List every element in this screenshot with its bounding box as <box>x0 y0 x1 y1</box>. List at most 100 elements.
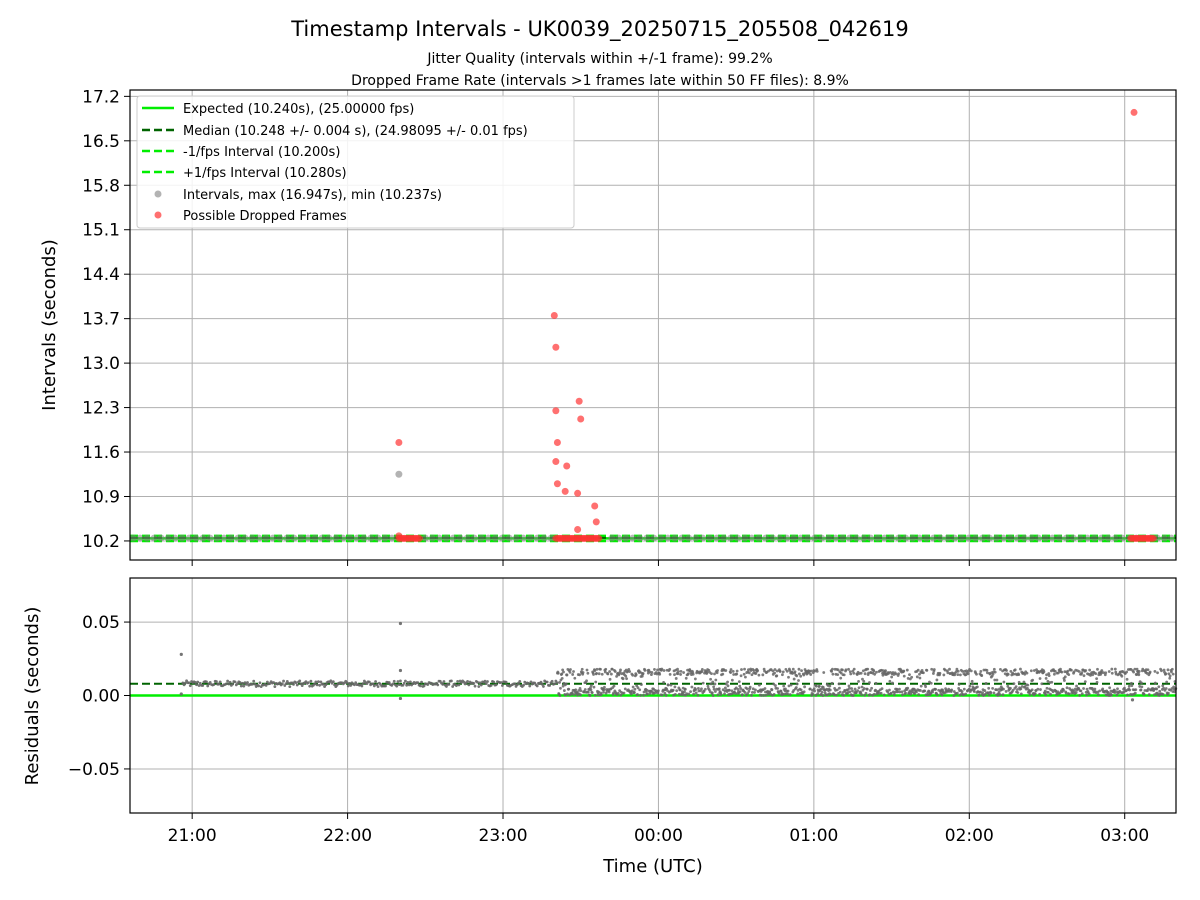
residual-point <box>794 686 798 689</box>
interval-point <box>470 534 478 542</box>
residual-point <box>901 693 904 697</box>
residual-point <box>1006 672 1010 676</box>
residual-point <box>1011 688 1015 692</box>
residual-point <box>998 693 1002 696</box>
residual-point <box>676 667 679 671</box>
residual-point <box>694 691 698 695</box>
residual-point <box>539 680 543 684</box>
interval-point <box>713 534 721 542</box>
legend-intervals-marker <box>154 190 162 198</box>
legend-dropped-marker <box>154 211 162 219</box>
residual-point <box>760 693 763 697</box>
residual-point <box>1082 687 1085 690</box>
residual-point <box>786 692 790 696</box>
interval-point <box>143 534 151 542</box>
residual-point <box>671 688 675 692</box>
residual-point <box>561 684 565 688</box>
residual-point <box>518 679 522 683</box>
residual-point <box>836 668 840 672</box>
residual-point <box>1106 691 1110 695</box>
residual-point <box>752 669 756 672</box>
interval-point <box>1160 534 1168 542</box>
chart-title: Timestamp Intervals - UK0039_20250715_20… <box>290 17 909 42</box>
residual-point <box>750 673 754 677</box>
residual-point <box>1115 693 1119 697</box>
interval-point <box>692 534 700 542</box>
residual-point <box>730 678 734 682</box>
residual-point <box>813 689 817 693</box>
interval-point <box>958 534 966 542</box>
interval-point <box>491 534 499 542</box>
residual-point <box>656 691 660 695</box>
residual-point <box>787 684 791 688</box>
residual-point <box>1133 691 1137 695</box>
interval-point <box>1055 534 1063 542</box>
residual-point <box>677 692 681 696</box>
residual-point <box>1110 693 1113 697</box>
interval-point <box>643 534 651 542</box>
residual-point <box>1017 680 1021 684</box>
residual-point <box>774 684 777 687</box>
residual-point <box>964 692 968 696</box>
interval-point <box>192 534 200 542</box>
residual-point <box>1016 691 1020 695</box>
residual-point <box>595 672 598 675</box>
residual-point <box>950 688 954 692</box>
residual-point <box>585 679 588 683</box>
dropped-frame-point <box>574 489 582 497</box>
interval-point <box>269 534 277 542</box>
interval-point <box>519 534 527 542</box>
interval-point <box>360 534 368 542</box>
residual-point <box>1080 692 1084 696</box>
residual-point <box>392 679 396 683</box>
x-tick-label: 01:00 <box>789 826 838 846</box>
residual-point <box>1142 692 1146 696</box>
interval-point <box>832 534 840 542</box>
residual-point <box>709 677 712 681</box>
residual-point <box>788 669 792 672</box>
residual-point <box>886 690 890 694</box>
residual-point <box>1147 693 1151 696</box>
residual-point <box>737 680 741 684</box>
residual-point <box>1157 685 1161 689</box>
interval-point <box>421 534 429 542</box>
residual-point <box>1165 680 1169 684</box>
legend-expected-label: Expected (10.240s), (25.00000 fps) <box>183 102 414 117</box>
interval-point <box>734 534 742 542</box>
residual-point <box>387 681 391 684</box>
residual-point <box>1082 674 1086 678</box>
residual-point <box>298 679 302 683</box>
residual-point <box>930 667 934 671</box>
residual-point <box>420 680 423 684</box>
residual-point <box>851 694 855 697</box>
residual-point <box>992 667 996 671</box>
residual-point <box>816 692 820 696</box>
interval-point <box>213 534 221 542</box>
residual-point <box>713 682 717 686</box>
dropped-frame-point <box>574 526 582 534</box>
residual-point <box>777 691 781 695</box>
residual-point <box>862 679 866 683</box>
interval-point <box>797 534 805 542</box>
residual-point <box>685 692 689 696</box>
residual-point <box>1095 680 1099 684</box>
residual-point <box>441 682 445 686</box>
residual-point <box>857 680 860 683</box>
residual-point <box>560 672 564 676</box>
residual-point <box>799 688 803 692</box>
legend-intervals-label: Intervals, max (16.947s), min (10.237s) <box>183 188 442 203</box>
interval-point <box>220 534 228 542</box>
chart-subtitle-dropped: Dropped Frame Rate (intervals >1 frames … <box>351 73 849 89</box>
interval-point <box>498 534 506 542</box>
residual-point <box>1067 673 1071 677</box>
residual-point <box>603 670 607 674</box>
residual-point <box>577 689 581 692</box>
residual-point <box>1042 670 1046 674</box>
residual-point <box>1074 691 1078 695</box>
interval-point <box>1027 534 1035 542</box>
residual-point <box>977 693 981 697</box>
residual-point <box>740 668 743 671</box>
interval-point <box>1104 534 1112 542</box>
residual-point <box>624 674 628 678</box>
residual-point <box>633 687 637 691</box>
